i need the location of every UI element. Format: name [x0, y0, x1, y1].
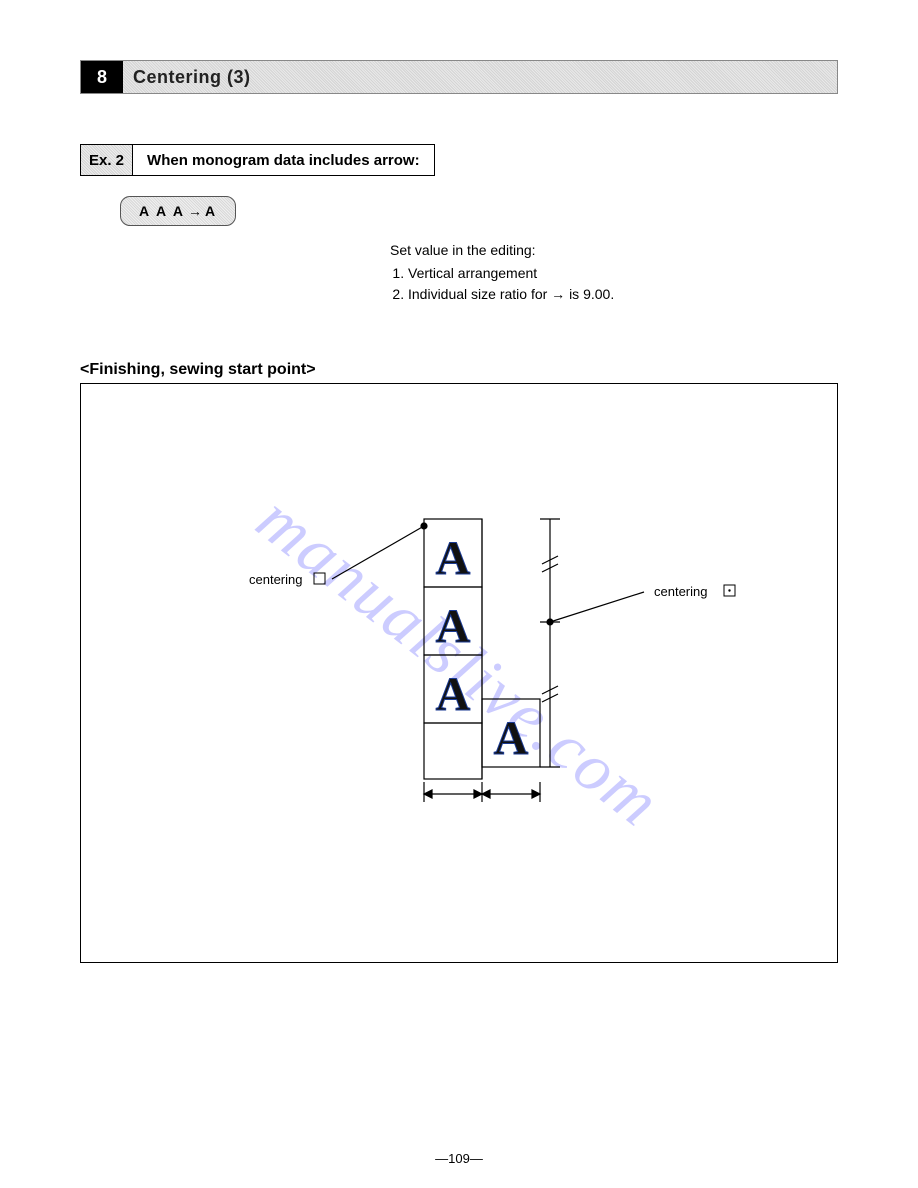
settings-block: Set value in the editing: Vertical arran… [390, 240, 838, 305]
centering-label-left: centering [249, 572, 302, 587]
glyph-a: A [436, 532, 471, 585]
section-title: Centering (3) [123, 61, 837, 93]
pill-tail: A [205, 203, 217, 219]
glyph-a: A [436, 600, 471, 653]
arrow-icon: → [185, 203, 205, 219]
example-box: Ex. 2 When monogram data includes arrow: [80, 144, 435, 176]
section-heading-bar: 8 Centering (3) [80, 60, 838, 94]
centering-label-right: centering [654, 584, 707, 599]
glyph-a: A [436, 668, 471, 721]
settings-list: Vertical arrangement Individual size rat… [408, 263, 838, 305]
figure-frame: manualslive.com [80, 383, 838, 963]
example-text: When monogram data includes arrow: [133, 145, 434, 175]
figure-title: <Finishing, sewing start point> [80, 361, 838, 379]
example-label: Ex. 2 [81, 145, 133, 175]
settings-item: Vertical arrangement [408, 263, 838, 284]
pill-letters: A A A [139, 203, 185, 219]
page: 8 Centering (3) Ex. 2 When monogram data… [0, 0, 918, 1188]
glyph-a: A [494, 712, 529, 765]
monogram-pill: A A A → A [120, 196, 236, 226]
settings-item: Individual size ratio for → is 9.00. [408, 284, 838, 305]
diagram-svg: A A A A centering centering [81, 384, 837, 962]
settings-intro: Set value in the editing: [390, 240, 838, 261]
page-number: —109— [435, 1151, 483, 1166]
section-number: 8 [81, 61, 123, 93]
